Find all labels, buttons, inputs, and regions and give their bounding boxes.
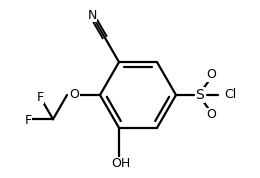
Text: F: F [24,114,31,127]
Text: F: F [36,91,44,104]
Text: N: N [87,9,97,22]
Text: Cl: Cl [224,88,236,101]
Text: O: O [69,88,79,101]
Text: O: O [206,109,216,122]
Text: S: S [196,88,204,102]
Text: OH: OH [111,157,131,170]
Text: O: O [206,69,216,82]
